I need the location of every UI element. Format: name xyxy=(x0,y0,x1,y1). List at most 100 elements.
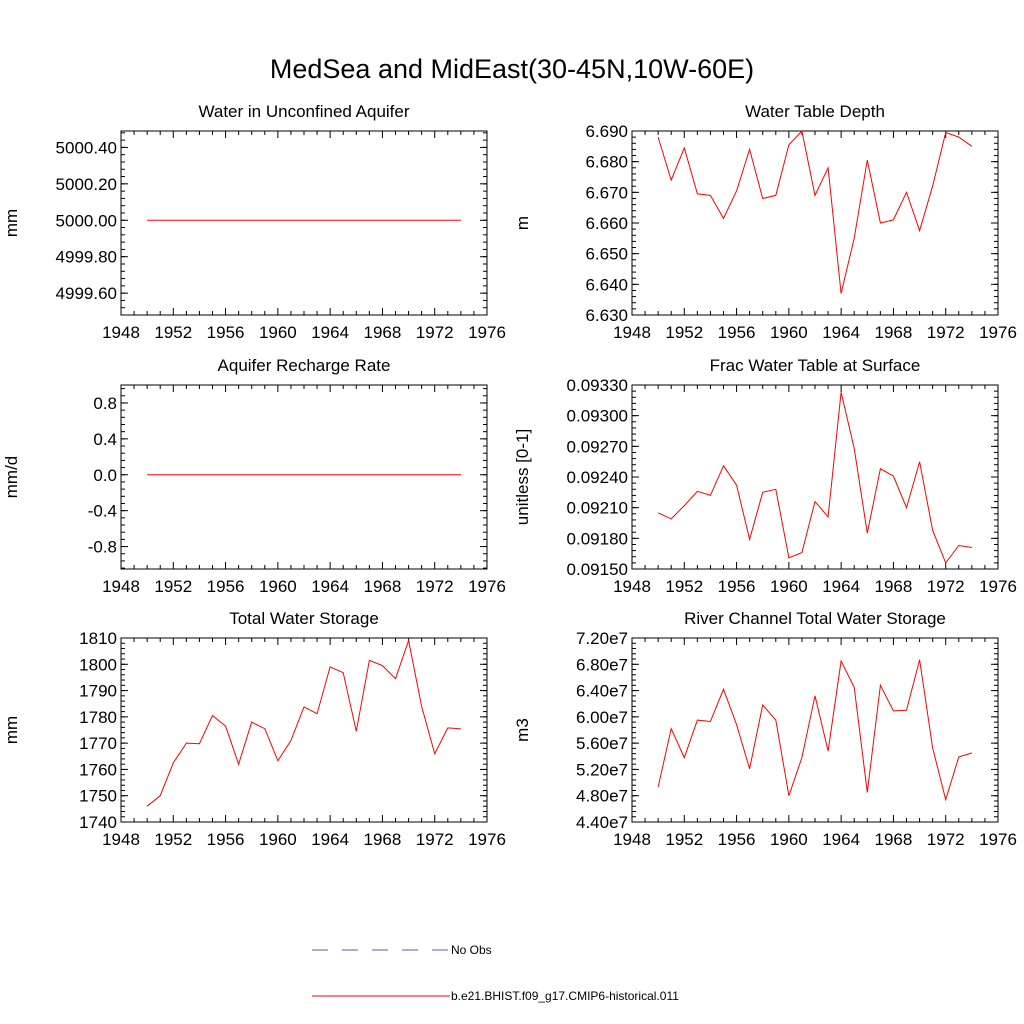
y-tick-label: -0.4 xyxy=(88,502,117,521)
x-tick-label: 1972 xyxy=(927,323,965,342)
legend-model-label: b.e21.BHIST.f09_g17.CMIP6-historical.011 xyxy=(451,989,679,1003)
y-tick-label: 6.680 xyxy=(585,153,628,172)
y-tick-label: 0.09300 xyxy=(567,407,628,426)
x-tick-label: 1968 xyxy=(875,577,913,596)
y-tick-label: 0.09150 xyxy=(567,560,628,579)
x-tick-label: 1968 xyxy=(364,323,402,342)
y-tick-label: 6.630 xyxy=(585,306,628,325)
y-tick-label: 0.4 xyxy=(93,430,117,449)
y-tick-label: 1780 xyxy=(79,708,117,727)
x-tick-label: 1972 xyxy=(927,830,965,849)
x-tick-label: 1968 xyxy=(875,830,913,849)
figure-title: MedSea and MidEast(30-45N,10W-60E) xyxy=(269,54,755,84)
x-tick-label: 1964 xyxy=(311,323,349,342)
x-tick-label: 1956 xyxy=(207,577,245,596)
x-tick-label: 1976 xyxy=(468,577,506,596)
panel-4: Frac Water Table at Surface unitless [0-1… xyxy=(513,356,1017,596)
y-tick-label: 6.690 xyxy=(585,122,628,141)
panel-6: River Channel Total Water Storage m3 1948 1… xyxy=(513,609,1017,849)
x-tick-label: 1976 xyxy=(468,830,506,849)
x-tick-label: 1968 xyxy=(364,830,402,849)
y-tick-label: 6.660 xyxy=(585,214,628,233)
y-axis-label: mm xyxy=(2,209,21,237)
y-axis-label: m xyxy=(513,216,532,230)
x-tick-label: 1960 xyxy=(259,577,297,596)
model-series-line xyxy=(146,638,461,807)
y-tick-label: 0.8 xyxy=(93,394,117,413)
y-tick-label: 1790 xyxy=(79,682,117,701)
y-tick-label: 4999.60 xyxy=(56,284,117,303)
panel-title: Water Table Depth xyxy=(745,102,885,121)
plot-frame xyxy=(631,384,999,570)
x-tick-label: 1976 xyxy=(979,323,1017,342)
y-tick-label: 5000.40 xyxy=(56,138,117,157)
y-tick-label: 6.00e7 xyxy=(576,708,628,727)
y-tick-label: 1810 xyxy=(79,629,117,648)
x-tick-label: 1956 xyxy=(718,323,756,342)
panel-title: Frac Water Table at Surface xyxy=(710,356,921,375)
x-tick-label: 1956 xyxy=(718,830,756,849)
model-series-line xyxy=(657,392,972,564)
y-tick-label: 6.670 xyxy=(585,183,628,202)
x-tick-label: 1960 xyxy=(259,830,297,849)
x-tick-label: 1968 xyxy=(364,577,402,596)
panel-1: Water in Unconfined Aquifer mm 1948 1952 195… xyxy=(2,102,506,342)
y-axis-label: m3 xyxy=(513,718,532,742)
x-tick-label: 1972 xyxy=(416,577,454,596)
model-series-line xyxy=(657,659,973,802)
x-tick-label: 1956 xyxy=(207,830,245,849)
x-tick-label: 1952 xyxy=(154,830,192,849)
y-tick-label: 1770 xyxy=(79,734,117,753)
x-tick-label: 1948 xyxy=(102,577,140,596)
y-tick-label: 0.09240 xyxy=(567,468,628,487)
x-tick-label: 1956 xyxy=(207,323,245,342)
y-tick-label: 4.40e7 xyxy=(576,813,628,832)
plot-frame xyxy=(120,130,488,316)
x-tick-label: 1948 xyxy=(102,323,140,342)
legend: No Obs b.e21.BHIST.f09_g17.CMIP6-histori… xyxy=(312,943,679,1003)
x-tick-label: 1964 xyxy=(311,830,349,849)
y-tick-label: 4999.80 xyxy=(56,248,117,267)
y-tick-label: 0.09330 xyxy=(567,376,628,395)
x-tick-label: 1952 xyxy=(154,323,192,342)
x-tick-label: 1952 xyxy=(154,577,192,596)
x-tick-label: 1952 xyxy=(665,830,703,849)
legend-obs-label: No Obs xyxy=(451,943,492,957)
x-tick-label: 1948 xyxy=(613,830,651,849)
y-tick-label: 1750 xyxy=(79,787,117,806)
plot-frame xyxy=(120,637,488,823)
x-tick-label: 1976 xyxy=(979,577,1017,596)
x-tick-label: 1960 xyxy=(770,323,808,342)
y-axis-label: mm/d xyxy=(2,456,21,499)
panel-title: Total Water Storage xyxy=(229,609,379,628)
y-tick-label: 5.60e7 xyxy=(576,734,628,753)
y-axis-label: mm xyxy=(2,716,21,744)
x-tick-label: 1960 xyxy=(770,577,808,596)
plot-frame xyxy=(631,637,999,823)
x-tick-label: 1956 xyxy=(718,577,756,596)
x-tick-label: 1952 xyxy=(665,577,703,596)
y-tick-label: 1800 xyxy=(79,655,117,674)
y-tick-label: 1740 xyxy=(79,813,117,832)
model-series-line xyxy=(657,129,973,294)
x-tick-label: 1948 xyxy=(102,830,140,849)
y-tick-label: 4.80e7 xyxy=(576,787,628,806)
x-tick-label: 1964 xyxy=(311,577,349,596)
y-tick-label: 1760 xyxy=(79,760,117,779)
x-tick-label: 1972 xyxy=(927,577,965,596)
y-tick-label: 5.20e7 xyxy=(576,760,628,779)
y-tick-label: -0.8 xyxy=(88,538,117,557)
y-tick-label: 5000.20 xyxy=(56,175,117,194)
x-tick-label: 1952 xyxy=(665,323,703,342)
x-tick-label: 1972 xyxy=(416,323,454,342)
panel-5: Total Water Storage mm 1948 1952 1956 1960 196… xyxy=(2,609,506,849)
y-tick-label: 6.40e7 xyxy=(576,682,628,701)
x-tick-label: 1960 xyxy=(259,323,297,342)
y-tick-label: 6.640 xyxy=(585,275,628,294)
x-tick-label: 1976 xyxy=(468,323,506,342)
y-tick-label: 6.80e7 xyxy=(576,655,628,674)
panel-title: Water in Unconfined Aquifer xyxy=(198,102,409,121)
panel-title: Aquifer Recharge Rate xyxy=(218,356,391,375)
x-tick-label: 1948 xyxy=(613,323,651,342)
